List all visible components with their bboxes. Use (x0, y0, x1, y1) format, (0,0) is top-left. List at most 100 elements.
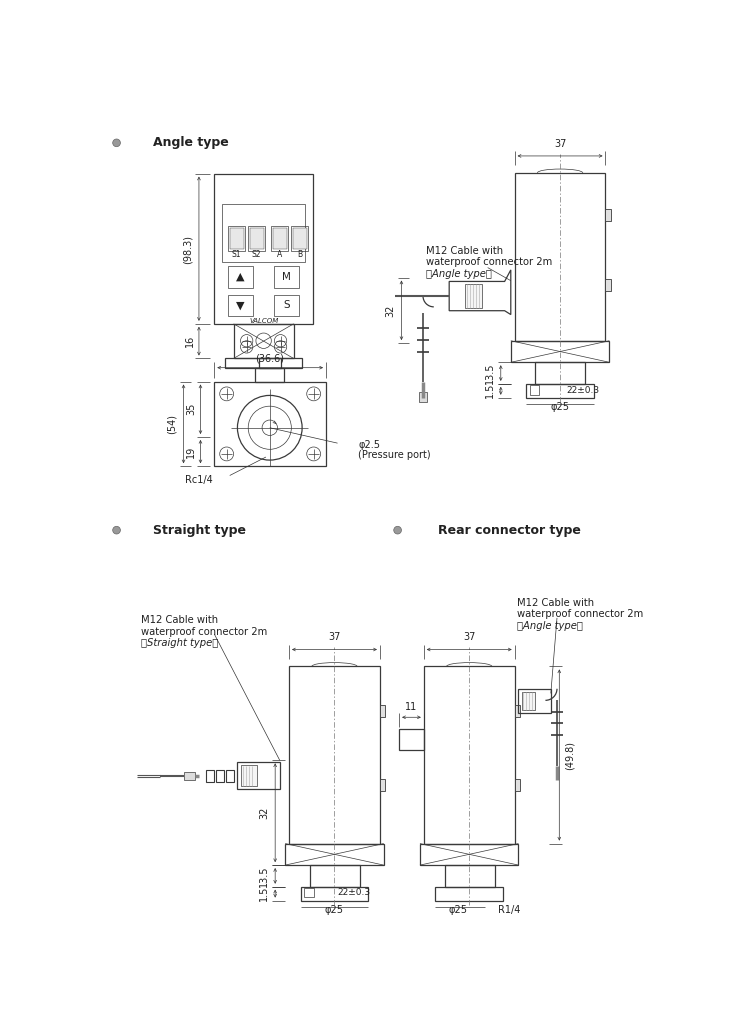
Bar (250, 228, 264, 249)
Text: 32: 32 (386, 305, 396, 317)
Text: Rc1/4: Rc1/4 (185, 475, 213, 485)
Circle shape (112, 139, 121, 146)
Circle shape (112, 526, 121, 534)
Text: B: B (297, 250, 302, 259)
Text: (98.3): (98.3) (183, 235, 192, 264)
Bar (206, 769, 214, 782)
Text: M12 Cable with: M12 Cable with (426, 245, 503, 255)
Text: 13.5: 13.5 (485, 363, 495, 384)
Text: Rear connector type: Rear connector type (437, 523, 580, 537)
Bar (226, 769, 234, 782)
Text: 11: 11 (405, 702, 418, 713)
Bar (511, 341, 609, 363)
Bar (225, 358, 302, 368)
Bar (255, 368, 285, 381)
Bar (234, 323, 294, 358)
Bar (241, 765, 257, 786)
Bar (515, 705, 520, 717)
Text: （Angle type）: （Angle type） (517, 621, 583, 630)
Bar (215, 174, 313, 323)
Text: ▼: ▼ (236, 301, 245, 310)
Text: M12 Cable with: M12 Cable with (517, 597, 594, 608)
Bar (380, 705, 385, 717)
Bar (285, 844, 384, 865)
Text: Angle type: Angle type (153, 136, 229, 149)
Bar (526, 384, 594, 398)
Bar (291, 226, 308, 250)
Text: 1.5: 1.5 (259, 886, 270, 901)
Text: φ25: φ25 (325, 904, 344, 915)
Bar (380, 779, 385, 791)
Bar (215, 381, 326, 467)
Bar (289, 666, 380, 844)
Text: S1: S1 (232, 250, 241, 259)
Text: waterproof connector 2m: waterproof connector 2m (142, 627, 267, 637)
Bar (530, 385, 539, 394)
Bar (310, 865, 360, 887)
Text: φ2.5: φ2.5 (358, 440, 381, 450)
Text: (54): (54) (167, 414, 177, 434)
Bar (606, 279, 611, 291)
Bar (305, 888, 314, 897)
Text: Straight type: Straight type (153, 523, 246, 537)
Text: （Angle type）: （Angle type） (426, 269, 492, 279)
Text: VALCOM: VALCOM (249, 318, 278, 324)
Bar (519, 689, 551, 714)
Bar (259, 358, 281, 368)
Bar (420, 844, 519, 865)
Text: 22±0.3: 22±0.3 (566, 385, 599, 394)
Bar (293, 228, 307, 249)
Text: S2: S2 (252, 250, 261, 259)
Bar (465, 283, 481, 308)
Bar (216, 769, 224, 782)
Text: 37: 37 (329, 632, 340, 642)
Bar (228, 226, 245, 250)
Text: waterproof connector 2m: waterproof connector 2m (426, 258, 552, 267)
Bar (522, 692, 536, 711)
Text: waterproof connector 2m: waterproof connector 2m (517, 609, 643, 619)
Bar (274, 295, 299, 316)
Text: ▲: ▲ (236, 272, 245, 282)
Text: (Pressure port): (Pressure port) (358, 450, 431, 459)
Text: （Straight type）: （Straight type） (142, 639, 218, 648)
Bar (606, 209, 611, 221)
Circle shape (394, 526, 402, 534)
Bar (399, 729, 424, 751)
Text: 37: 37 (463, 632, 475, 642)
Text: 37: 37 (554, 139, 566, 148)
Bar (274, 266, 299, 287)
Text: 16: 16 (185, 335, 194, 347)
Bar (222, 204, 305, 263)
Bar (229, 228, 244, 249)
Bar (424, 666, 515, 844)
Text: φ25: φ25 (448, 904, 467, 915)
Bar (228, 295, 253, 316)
Text: M: M (282, 272, 291, 282)
Bar (515, 779, 520, 791)
Bar (419, 392, 427, 402)
Text: (36.6): (36.6) (256, 353, 285, 364)
Bar (300, 887, 368, 900)
Bar (238, 762, 280, 789)
Bar (435, 887, 503, 900)
Bar (536, 363, 586, 384)
Text: 19: 19 (186, 446, 196, 457)
Bar (273, 228, 287, 249)
Bar (183, 771, 195, 780)
Text: φ25: φ25 (551, 402, 570, 412)
Text: 1.5: 1.5 (485, 383, 495, 399)
Text: A: A (277, 250, 282, 259)
Text: 35: 35 (186, 403, 196, 415)
Bar (248, 226, 265, 250)
Text: R1/4: R1/4 (498, 904, 521, 915)
Bar (228, 266, 253, 287)
Bar (271, 226, 288, 250)
Bar (445, 865, 495, 887)
Bar (515, 173, 606, 341)
Text: 13.5: 13.5 (259, 865, 270, 887)
Text: 32: 32 (259, 806, 270, 819)
Text: S: S (283, 301, 290, 310)
Text: M12 Cable with: M12 Cable with (142, 615, 218, 625)
Text: 22±0.3: 22±0.3 (337, 888, 371, 897)
Text: (49.8): (49.8) (565, 741, 575, 769)
